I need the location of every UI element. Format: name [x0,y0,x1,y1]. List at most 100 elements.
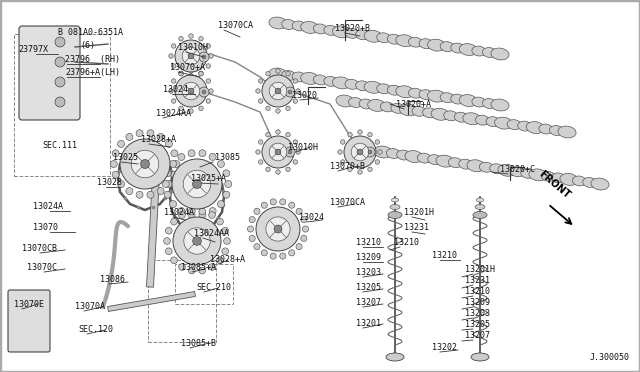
Circle shape [184,228,210,254]
Circle shape [55,97,65,107]
Bar [14,34,110,176]
Text: SEC.210: SEC.210 [196,283,231,292]
Ellipse shape [126,134,133,141]
Ellipse shape [356,81,369,91]
Ellipse shape [282,71,296,80]
Ellipse shape [292,72,306,82]
Ellipse shape [289,250,295,256]
Circle shape [199,52,209,62]
Ellipse shape [248,226,253,232]
Ellipse shape [249,217,255,223]
Text: 13231: 13231 [465,276,490,285]
Text: 13201H: 13201H [465,265,495,274]
Ellipse shape [463,113,481,125]
Circle shape [288,90,292,94]
Ellipse shape [397,150,411,160]
Text: 13086: 13086 [100,275,125,284]
Ellipse shape [199,211,206,218]
Circle shape [262,75,294,107]
Ellipse shape [269,68,287,80]
Circle shape [285,87,295,97]
Ellipse shape [171,171,178,178]
Ellipse shape [510,167,524,177]
Ellipse shape [225,180,232,187]
Ellipse shape [170,201,177,208]
Ellipse shape [209,264,215,270]
Ellipse shape [495,117,513,129]
Ellipse shape [378,150,382,154]
Ellipse shape [483,99,497,109]
Text: 13210: 13210 [465,287,490,296]
Text: 13209: 13209 [465,298,490,307]
Text: 13070+A: 13070+A [170,63,205,72]
Ellipse shape [467,160,485,172]
Ellipse shape [301,73,319,84]
Ellipse shape [387,148,400,158]
Text: 13020+A: 13020+A [396,100,431,109]
Ellipse shape [118,180,125,187]
Ellipse shape [147,191,154,198]
Text: J.300050: J.300050 [590,353,630,362]
Text: 13201: 13201 [356,319,381,328]
Text: 13207: 13207 [356,298,381,307]
Ellipse shape [459,159,472,169]
Circle shape [120,139,170,189]
Ellipse shape [206,64,211,68]
Ellipse shape [332,77,351,89]
Circle shape [182,47,200,65]
Ellipse shape [526,122,545,134]
Ellipse shape [472,97,486,107]
Ellipse shape [390,205,400,209]
Ellipse shape [223,170,230,177]
Text: 13024: 13024 [299,213,324,222]
Ellipse shape [276,170,280,174]
Ellipse shape [178,153,185,160]
Ellipse shape [136,191,143,198]
Ellipse shape [518,121,532,131]
Text: 23796  (RH): 23796 (RH) [65,55,120,64]
Polygon shape [108,292,195,311]
Circle shape [183,170,211,198]
Circle shape [266,217,290,241]
Ellipse shape [126,187,133,195]
Ellipse shape [171,257,177,264]
Ellipse shape [199,150,206,157]
Text: (6): (6) [80,41,95,50]
Ellipse shape [209,153,216,160]
Ellipse shape [112,150,119,157]
FancyBboxPatch shape [19,26,80,120]
Ellipse shape [460,94,477,106]
Ellipse shape [289,202,295,208]
Text: 13020: 13020 [292,91,317,100]
Ellipse shape [296,89,300,93]
Polygon shape [147,157,161,287]
Ellipse shape [440,42,454,52]
Ellipse shape [179,71,183,76]
Ellipse shape [521,169,534,178]
Ellipse shape [428,39,445,51]
Circle shape [55,57,65,67]
Ellipse shape [340,160,345,164]
Ellipse shape [189,109,193,113]
Ellipse shape [374,146,392,158]
Ellipse shape [223,191,230,198]
Ellipse shape [391,103,405,113]
Ellipse shape [572,176,586,186]
Ellipse shape [199,36,204,41]
Circle shape [131,150,159,178]
Ellipse shape [164,238,170,244]
Ellipse shape [293,160,298,164]
Ellipse shape [261,202,268,208]
Ellipse shape [375,160,380,164]
Text: B 081A0-6351A: B 081A0-6351A [58,28,123,37]
Text: 13070E: 13070E [14,300,44,309]
Ellipse shape [254,244,260,250]
Ellipse shape [206,44,211,48]
Ellipse shape [405,151,423,163]
Ellipse shape [490,164,504,174]
Ellipse shape [223,238,230,244]
Ellipse shape [285,132,291,137]
Text: 13207: 13207 [465,331,490,340]
Text: 13205: 13205 [356,283,381,292]
Ellipse shape [399,104,417,116]
